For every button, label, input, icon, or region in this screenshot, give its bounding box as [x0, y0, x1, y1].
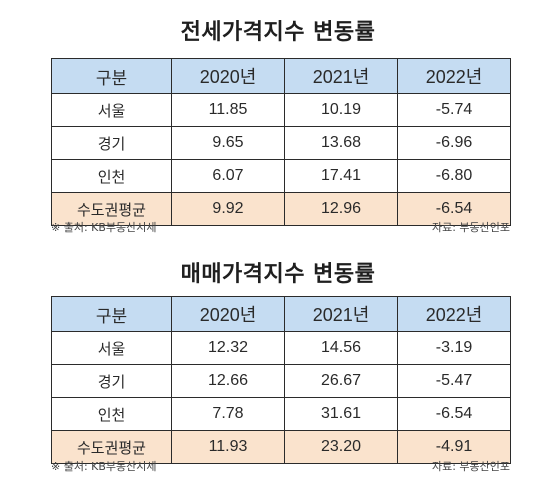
- row-label: 인천: [51, 397, 172, 431]
- row-label: 수도권평균: [51, 192, 172, 226]
- row-label: 서울: [51, 331, 172, 365]
- table-row: 서울 12.32 14.56 -3.19: [51, 331, 511, 365]
- table-cell: 12.96: [284, 192, 398, 226]
- table-row: 경기 12.66 26.67 -5.47: [51, 364, 511, 398]
- table-cell: 14.56: [284, 331, 398, 365]
- table-cell: 11.85: [171, 93, 285, 127]
- average-row: 수도권평균 9.92 12.96 -6.54: [51, 192, 511, 226]
- table-cell: 13.68: [284, 126, 398, 160]
- table-cell: 7.78: [171, 397, 285, 431]
- row-label: 인천: [51, 159, 172, 193]
- header-cell: 2022년: [397, 58, 511, 94]
- table-row: 인천 7.78 31.61 -6.54: [51, 397, 511, 431]
- credit-note: 자료: 부동산인포: [431, 460, 510, 473]
- header-cell: 구분: [51, 58, 172, 94]
- table-cell: -6.80: [397, 159, 511, 193]
- source-note: ※ 출처: KB부동산시세: [51, 460, 157, 473]
- table-cell: 31.61: [284, 397, 398, 431]
- table-cell: 17.41: [284, 159, 398, 193]
- header-cell: 2021년: [284, 58, 398, 94]
- header-cell: 2022년: [397, 296, 511, 332]
- table-cell: -6.96: [397, 126, 511, 160]
- table-cell: 6.07: [171, 159, 285, 193]
- maemae-table: 구분 2020년 2021년 2022년 서울 12.32 14.56 -3.1…: [51, 296, 511, 464]
- table-row: 서울 11.85 10.19 -5.74: [51, 93, 511, 127]
- header-cell: 2020년: [171, 296, 285, 332]
- table-header-row: 구분 2020년 2021년 2022년: [51, 296, 511, 332]
- row-label: 수도권평균: [51, 430, 172, 464]
- table-cell: 23.20: [284, 430, 398, 464]
- table-row: 인천 6.07 17.41 -6.80: [51, 159, 511, 193]
- source-note: ※ 출처: KB부동산시세: [51, 221, 157, 234]
- maemae-title: 매매가격지수 변동률: [180, 262, 376, 287]
- table-cell: 26.67: [284, 364, 398, 398]
- row-label: 경기: [51, 126, 172, 160]
- header-cell: 구분: [51, 296, 172, 332]
- header-cell: 2021년: [284, 296, 398, 332]
- table-cell: 11.93: [171, 430, 285, 464]
- table-header-row: 구분 2020년 2021년 2022년: [51, 58, 511, 94]
- table-cell: -5.74: [397, 93, 511, 127]
- header-cell: 2020년: [171, 58, 285, 94]
- jeonse-title: 전세가격지수 변동률: [180, 20, 376, 45]
- table-row: 경기 9.65 13.68 -6.96: [51, 126, 511, 160]
- table-cell: 9.65: [171, 126, 285, 160]
- table-cell: -4.91: [397, 430, 511, 464]
- table-cell: -6.54: [397, 397, 511, 431]
- table-cell: 9.92: [171, 192, 285, 226]
- row-label: 서울: [51, 93, 172, 127]
- jeonse-table: 구분 2020년 2021년 2022년 서울 11.85 10.19 -5.7…: [51, 58, 511, 226]
- table-cell: -6.54: [397, 192, 511, 226]
- row-label: 경기: [51, 364, 172, 398]
- average-row: 수도권평균 11.93 23.20 -4.91: [51, 430, 511, 464]
- table-cell: 12.32: [171, 331, 285, 365]
- credit-note: 자료: 부동산인포: [431, 221, 510, 234]
- table-cell: 10.19: [284, 93, 398, 127]
- table-cell: -5.47: [397, 364, 511, 398]
- table-cell: 12.66: [171, 364, 285, 398]
- table-cell: -3.19: [397, 331, 511, 365]
